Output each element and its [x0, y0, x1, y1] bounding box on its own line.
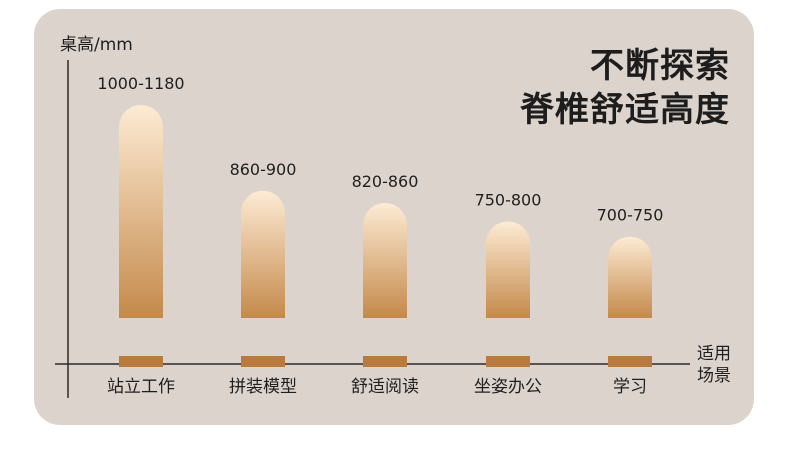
bar-5	[608, 236, 652, 318]
bar-3	[363, 203, 407, 318]
x-axis-label-line-2: 场景	[697, 366, 731, 386]
category-marker-4	[486, 356, 530, 367]
category-label-5: 学习	[613, 377, 647, 397]
category-marker-2	[241, 356, 285, 367]
title-line-2: 脊椎舒适高度	[520, 90, 730, 130]
x-axis-label-line-1: 适用	[697, 344, 731, 364]
data-label-4: 750-800	[475, 190, 542, 209]
category-marker-3	[363, 356, 407, 367]
chart-title: 不断探索 脊椎舒适高度	[520, 44, 730, 132]
bar-4	[486, 221, 530, 318]
data-label-3: 820-860	[352, 172, 419, 191]
category-marker-1	[119, 356, 163, 367]
data-label-5: 700-750	[597, 206, 664, 225]
y-axis-label: 桌高/mm	[60, 35, 133, 55]
bar-2	[241, 190, 285, 318]
category-label-4: 坐姿办公	[474, 377, 542, 397]
category-marker-5	[608, 356, 652, 367]
data-label-2: 860-900	[230, 160, 297, 179]
bar-1	[119, 105, 163, 318]
category-label-2: 拼装模型	[229, 377, 297, 397]
title-line-1: 不断探索	[590, 46, 730, 86]
category-label-1: 站立工作	[107, 377, 175, 397]
data-label-1: 1000-1180	[97, 74, 184, 93]
category-label-3: 舒适阅读	[351, 377, 419, 397]
